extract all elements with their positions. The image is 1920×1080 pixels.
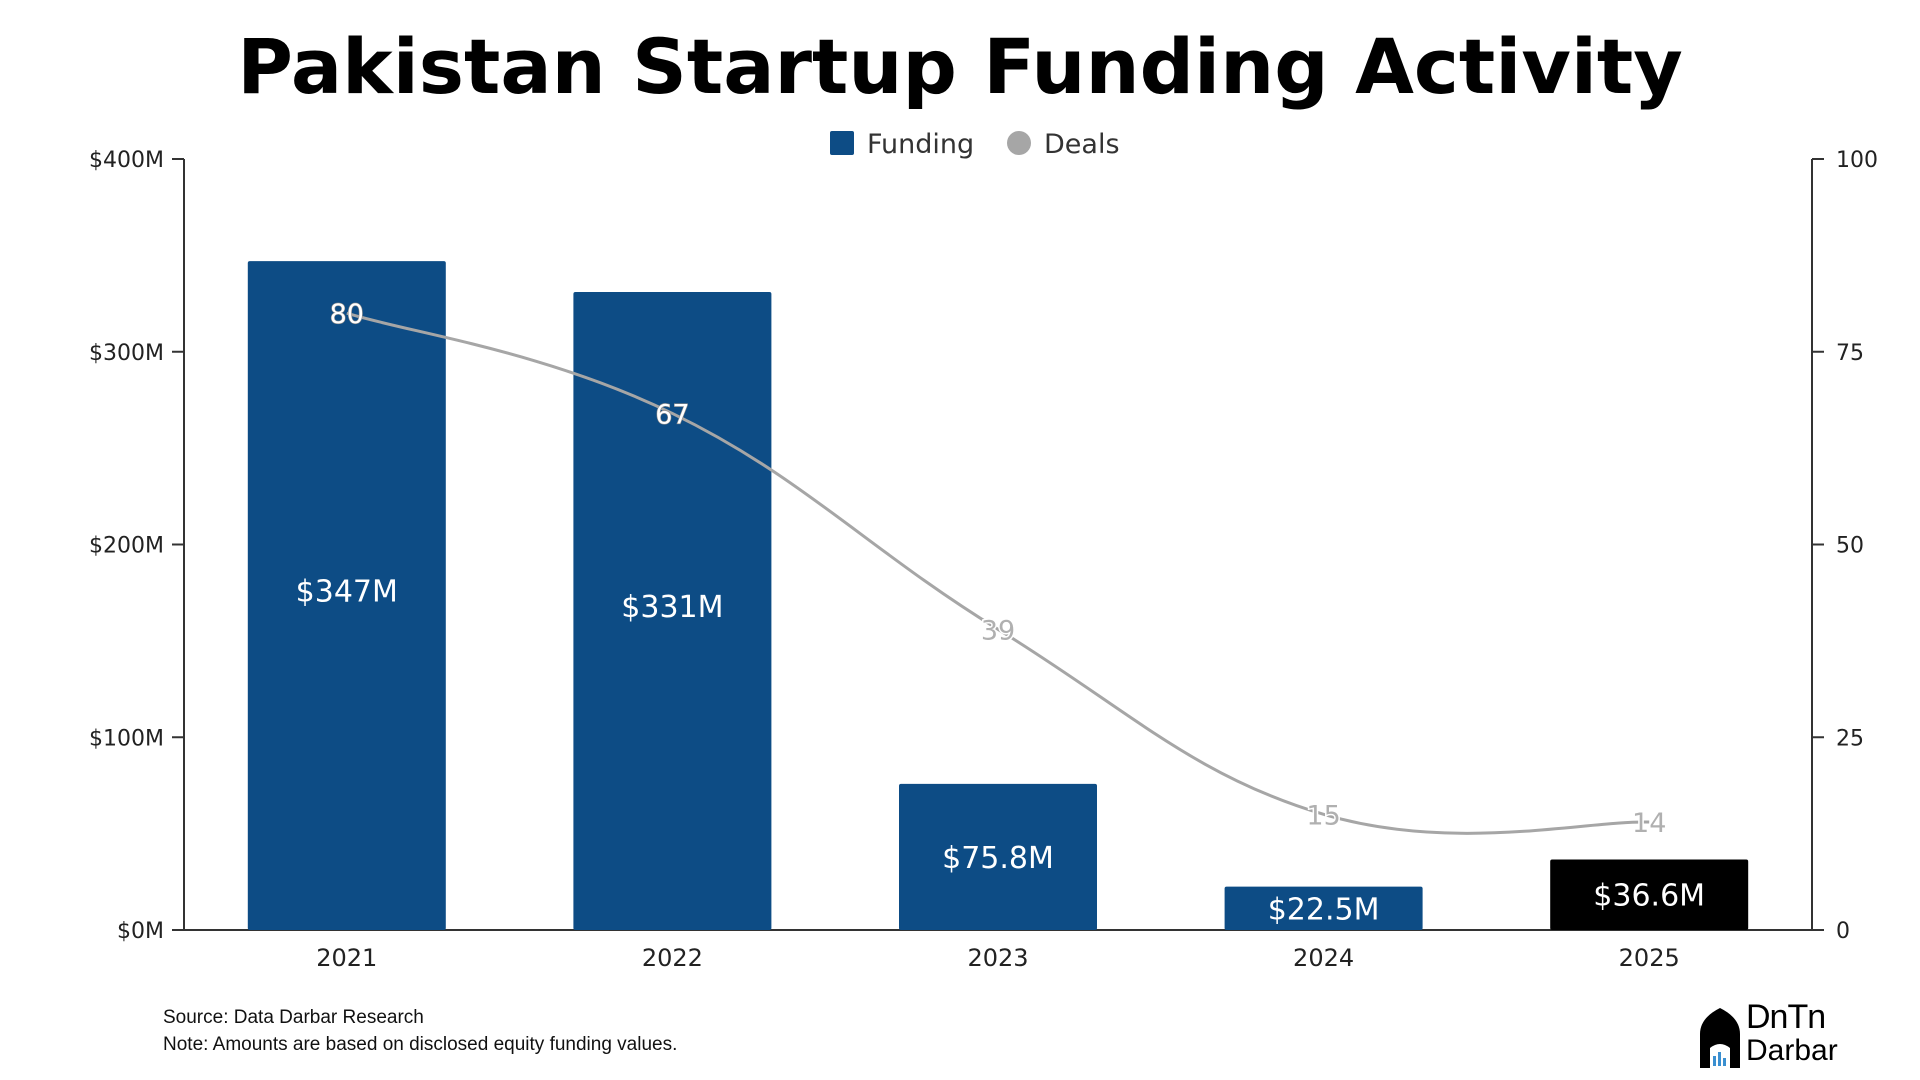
- legend-funding-swatch: [830, 131, 854, 155]
- bar-value-label: $75.8M: [942, 841, 1054, 876]
- y-left-tick-label: $200M: [89, 534, 164, 559]
- y-left-tick-label: $400M: [89, 148, 164, 173]
- bar-value-label: $347M: [296, 575, 398, 610]
- x-tick-label: 2022: [642, 944, 703, 972]
- legend-funding-label: Funding: [867, 129, 974, 160]
- y-left-tick-label: $0M: [117, 919, 164, 944]
- bar-value-label: $22.5M: [1268, 892, 1380, 927]
- source-note: Source: Data Darbar Research: [163, 1007, 424, 1028]
- logo-wordmark-top: DnTn: [1746, 998, 1826, 1036]
- bar-value-label: $36.6M: [1593, 879, 1705, 914]
- bar-2023: [899, 783, 1097, 930]
- y-right-tick-label: 50: [1836, 534, 1864, 559]
- deal-point-label: 14: [1632, 808, 1666, 839]
- x-tick-label: 2024: [1293, 944, 1354, 972]
- x-tick-label: 2025: [1619, 944, 1680, 972]
- bar-2025: [1550, 859, 1749, 930]
- y-right-tick-label: 100: [1836, 148, 1878, 173]
- logo-wordmark-bottom: Darbar: [1746, 1034, 1838, 1067]
- amount-note: Note: Amounts are based on disclosed equ…: [163, 1034, 678, 1055]
- deal-point-label: 39: [981, 615, 1015, 646]
- x-tick-label: 2023: [967, 944, 1028, 972]
- bar-2022: [573, 291, 772, 930]
- bar-2024: [1224, 886, 1423, 930]
- mosque-icon: [1700, 1008, 1740, 1068]
- legend-deals-label: Deals: [1044, 129, 1120, 160]
- y-right-tick-label: 0: [1836, 919, 1850, 944]
- bar-value-label: $331M: [621, 590, 723, 625]
- deal-point-label: 80: [330, 299, 364, 330]
- data-darbar-logo: DnTn Darbar: [1696, 998, 1846, 1072]
- bar-2021: [247, 261, 446, 931]
- x-tick-label: 2021: [316, 944, 377, 972]
- chart-title: Pakistan Startup Funding Activity: [237, 22, 1683, 111]
- deal-point-label: 67: [655, 399, 689, 430]
- y-right-tick-label: 25: [1836, 726, 1864, 751]
- y-left-tick-label: $100M: [89, 726, 164, 751]
- deals-line: [346, 311, 1650, 835]
- footer-notes: Source: Data Darbar Research Note: Amoun…: [163, 1004, 677, 1058]
- legend-deals-swatch: [1007, 131, 1031, 155]
- y-left-tick-label: $300M: [89, 341, 164, 366]
- y-right-tick-label: 75: [1836, 341, 1864, 366]
- deal-point-label: 15: [1306, 800, 1340, 831]
